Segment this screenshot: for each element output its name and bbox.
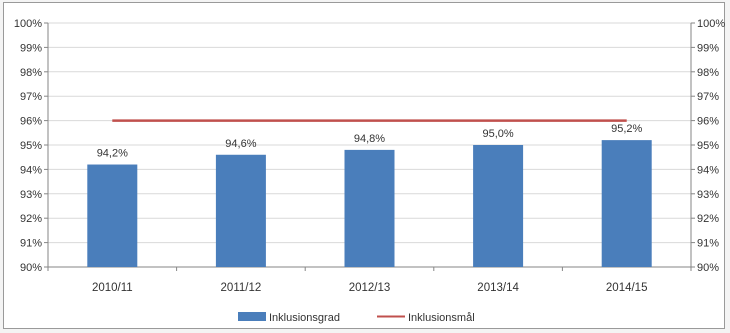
legend-swatch-inklusionsgrad (238, 312, 266, 321)
y-tick-label-right: 96% (697, 116, 719, 128)
y-tick-label-left: 97% (20, 91, 42, 103)
x-tick-label: 2011/12 (221, 282, 262, 294)
y-tick-label-right: 98% (697, 67, 719, 79)
chart: 90% 90% 91% 91% 92% 92% 93% 93% 94% 94% 95% 95% 96% 9… (14, 18, 725, 324)
bars (87, 140, 652, 267)
y-tick-label-left: 96% (20, 116, 42, 128)
bar-2013-14 (473, 145, 524, 267)
bar-2014-15 (601, 140, 652, 267)
x-tick-label: 2010/11 (92, 282, 133, 294)
y-tick-label-right: 90% (697, 262, 719, 274)
y-tick-label-left: 93% (20, 189, 42, 201)
bar-2012-13 (344, 149, 395, 267)
bar-2011-12 (215, 154, 266, 267)
y-tick-label-left: 98% (20, 67, 42, 79)
y-tick-label-right: 99% (697, 42, 719, 54)
y-tick-label-right: 93% (697, 189, 719, 201)
x-tick-label: 2014/15 (606, 282, 648, 294)
y-tick-label-right: 92% (697, 213, 719, 225)
y-tick-label-left: 90% (20, 262, 42, 274)
y-tick-label-right: 91% (697, 238, 719, 250)
legend: Inklusionsgrad Inklusionsmål (238, 312, 475, 324)
bar-2010-11 (87, 164, 138, 267)
legend-label-inklusionsmal: Inklusionsmål (408, 312, 475, 324)
data-label: 94,2% (97, 148, 128, 160)
x-tick-label: 2013/14 (477, 282, 519, 294)
y-tick-label-left: 99% (20, 42, 42, 54)
legend-label-inklusionsgrad: Inklusionsgrad (269, 312, 340, 324)
data-label: 95,0% (482, 128, 513, 140)
y-tick-label-right: 97% (697, 91, 719, 103)
data-labels: 94,2% 94,6% 94,8% 95,0% 95,2% (97, 123, 643, 159)
y-tick-label-left: 94% (20, 164, 42, 176)
y-tick-label-left: 100% (14, 18, 42, 30)
y-tick-label-right: 95% (697, 140, 719, 152)
y-tick-label-right: 100% (697, 18, 725, 30)
y-tick-label-left: 92% (20, 213, 42, 225)
y-tick-label-left: 95% (20, 140, 42, 152)
chart-frame: 90% 90% 91% 91% 92% 92% 93% 93% 94% 94% 95% 95% 96% 9… (3, 2, 725, 329)
x-tick-label: 2012/13 (349, 282, 391, 294)
axes: 90% 90% 91% 91% 92% 92% 93% 93% 94% 94% 95% 95% 96% 9… (14, 18, 725, 294)
y-tick-label-right: 94% (697, 164, 719, 176)
data-label: 94,8% (354, 133, 385, 145)
y-tick-label-left: 91% (20, 238, 42, 250)
data-label: 95,2% (611, 123, 642, 135)
data-label: 94,6% (225, 138, 256, 150)
